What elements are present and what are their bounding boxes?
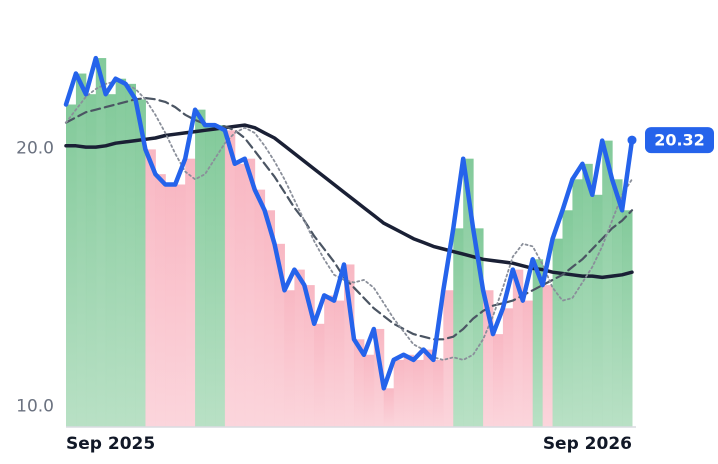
area-column bbox=[214, 125, 226, 427]
area-column bbox=[304, 285, 315, 427]
area-column bbox=[502, 308, 514, 427]
y-tick-label: 20.0 bbox=[16, 138, 54, 158]
series-line bbox=[64, 97, 634, 341]
area-column bbox=[224, 130, 236, 428]
area-column bbox=[334, 300, 345, 427]
area-column bbox=[125, 83, 137, 428]
area-column bbox=[582, 163, 593, 427]
area-column bbox=[393, 359, 405, 427]
area-column bbox=[363, 354, 375, 427]
area-column bbox=[453, 228, 464, 427]
y-tick-label: 10.0 bbox=[16, 396, 54, 416]
area-column bbox=[155, 174, 166, 427]
area-column bbox=[185, 158, 196, 427]
area-column bbox=[403, 354, 415, 427]
area-column bbox=[115, 78, 127, 427]
area-column bbox=[522, 300, 534, 427]
area-column bbox=[353, 339, 365, 427]
area-column bbox=[423, 349, 434, 427]
area-column bbox=[284, 290, 295, 427]
area-column bbox=[542, 285, 554, 427]
area-column bbox=[433, 359, 444, 427]
price-label: 20.32 bbox=[654, 131, 705, 150]
x-tick-label: Sep 2025 bbox=[66, 434, 155, 454]
area-column bbox=[344, 264, 355, 427]
area-column bbox=[612, 179, 623, 427]
area-column bbox=[175, 184, 186, 427]
area-column bbox=[205, 125, 216, 427]
area-column bbox=[234, 163, 246, 427]
x-tick-label: Sep 2026 bbox=[543, 434, 632, 454]
last-point bbox=[627, 135, 637, 145]
area-column bbox=[254, 189, 266, 427]
area-column bbox=[383, 388, 395, 427]
price-badge bbox=[645, 127, 714, 154]
area-column bbox=[314, 323, 325, 427]
area-column bbox=[592, 194, 603, 427]
area-column bbox=[572, 179, 583, 427]
area-column bbox=[373, 328, 385, 427]
series-line bbox=[65, 80, 633, 361]
area-column bbox=[483, 290, 494, 427]
areas bbox=[66, 58, 633, 428]
area-column bbox=[324, 295, 335, 427]
area-column bbox=[463, 158, 474, 427]
area-column bbox=[622, 210, 633, 427]
area-column bbox=[294, 269, 305, 427]
area-column bbox=[413, 359, 424, 427]
area-column bbox=[75, 73, 87, 427]
area-column bbox=[105, 94, 117, 428]
area-column bbox=[66, 104, 77, 427]
area-column bbox=[443, 290, 454, 427]
area-column bbox=[562, 210, 573, 427]
series-line bbox=[63, 55, 635, 391]
area-column bbox=[552, 238, 563, 427]
area-column bbox=[264, 210, 276, 427]
area-column bbox=[135, 99, 146, 427]
area-column bbox=[85, 94, 97, 428]
area-column bbox=[473, 228, 484, 427]
area-column bbox=[244, 158, 256, 427]
area-column bbox=[602, 140, 613, 427]
area-column bbox=[165, 184, 176, 427]
area-column bbox=[95, 58, 107, 428]
area-column bbox=[145, 149, 156, 427]
area-column bbox=[195, 109, 206, 427]
area-column bbox=[532, 259, 544, 427]
area-column bbox=[512, 269, 524, 427]
area-column bbox=[492, 334, 504, 427]
area-column bbox=[274, 243, 285, 427]
